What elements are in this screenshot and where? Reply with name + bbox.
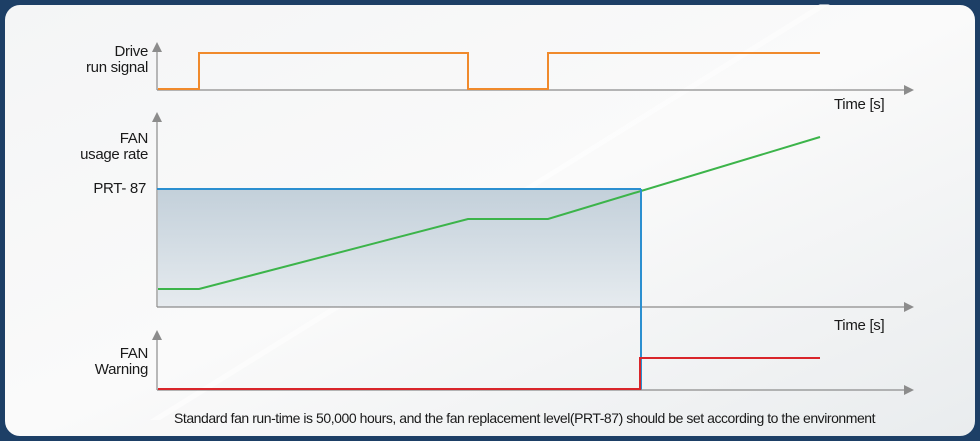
warning-y-arrow — [152, 330, 162, 340]
time-label-top: Time [s] — [834, 96, 885, 113]
run-signal-trace — [158, 52, 820, 90]
run-signal-label: Drive run signal — [85, 43, 148, 76]
run-signal-y-arrow — [152, 42, 162, 52]
usage-rate-y-arrow — [152, 112, 162, 122]
prt87-label: PRT- 87 — [93, 180, 146, 197]
time-label-middle: Time [s] — [834, 317, 885, 334]
caption: Standard fan run-time is 50,000 hours, a… — [174, 410, 876, 426]
warning-x-arrow — [904, 385, 914, 395]
usage-rate-x-arrow — [904, 302, 914, 312]
usage-rate-trace — [158, 136, 821, 290]
warning-trace — [158, 357, 820, 390]
usage-rate-label: FAN usage rate — [80, 130, 148, 163]
warning-label: FAN Warning — [94, 345, 149, 378]
threshold-region — [158, 189, 641, 307]
run-signal-x-arrow — [904, 85, 914, 95]
